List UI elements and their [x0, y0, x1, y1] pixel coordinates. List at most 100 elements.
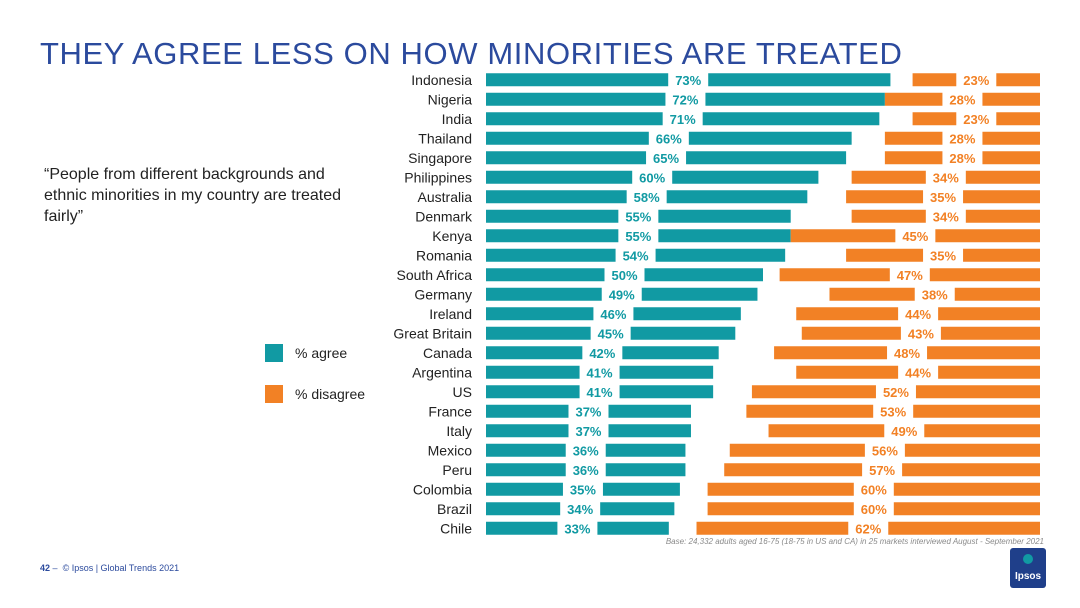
disagree-label-bg-denmark	[925, 208, 966, 225]
agree-value-chile: 33%	[564, 521, 590, 536]
agree-value-india: 71%	[670, 112, 696, 127]
agree-value-germany: 49%	[609, 287, 635, 302]
disagree-label-bg-brazil	[853, 500, 894, 517]
disagree-label-bg-ireland	[898, 305, 939, 322]
agree-value-kenya: 55%	[625, 229, 651, 244]
agree-label-bg-great-britain	[590, 325, 631, 342]
agree-value-philippines: 60%	[639, 170, 665, 185]
footer-dash: –	[52, 563, 58, 573]
disagree-value-germany: 38%	[922, 287, 948, 302]
category-label-chile: Chile	[440, 520, 472, 536]
category-label-brazil: Brazil	[437, 501, 472, 517]
legend-disagree-label: % disagree	[295, 386, 366, 402]
disagree-label-bg-singapore	[942, 149, 983, 166]
legend-agree: % agree	[265, 344, 347, 362]
disagree-value-us: 52%	[883, 385, 909, 400]
agree-label-bg-france	[568, 403, 609, 420]
category-label-south-africa: South Africa	[397, 267, 473, 283]
category-label-us: US	[453, 384, 472, 400]
category-label-france: France	[428, 403, 472, 419]
category-label-indonesia: Indonesia	[411, 72, 472, 88]
disagree-value-argentina: 44%	[905, 365, 931, 380]
category-label-australia: Australia	[418, 189, 473, 205]
disagree-value-philippines: 34%	[933, 170, 959, 185]
disagree-label-bg-chile	[848, 520, 889, 537]
disagree-value-france: 53%	[880, 404, 906, 419]
agree-value-denmark: 55%	[625, 209, 651, 224]
logo-text: Ipsos	[1014, 571, 1042, 582]
disagree-value-romania: 35%	[930, 248, 956, 263]
agree-label-bg-peru	[565, 461, 606, 478]
agree-label-bg-nigeria	[665, 91, 706, 108]
category-label-canada: Canada	[423, 345, 472, 361]
disagree-value-indonesia: 23%	[963, 73, 989, 88]
agree-value-south-africa: 50%	[611, 268, 637, 283]
category-label-denmark: Denmark	[415, 208, 473, 224]
disagree-label-bg-us	[875, 383, 916, 400]
agree-label-bg-italy	[568, 422, 609, 439]
category-label-romania: Romania	[416, 247, 472, 263]
disagree-label-bg-kenya	[895, 227, 936, 244]
agree-value-brazil: 34%	[567, 502, 593, 517]
disagree-label-bg-romania	[923, 247, 964, 264]
agree-label-bg-singapore	[646, 149, 687, 166]
category-label-italy: Italy	[446, 423, 472, 439]
agree-value-australia: 58%	[634, 190, 660, 205]
disagree-value-thailand: 28%	[949, 131, 975, 146]
disagree-label-bg-thailand	[942, 130, 983, 147]
agree-value-romania: 54%	[623, 248, 649, 263]
agree-value-great-britain: 45%	[598, 326, 624, 341]
category-label-singapore: Singapore	[408, 150, 472, 166]
disagree-value-ireland: 44%	[905, 307, 931, 322]
disagree-label-bg-south-africa	[889, 266, 930, 283]
category-label-argentina: Argentina	[412, 364, 472, 380]
disagree-label-bg-great-britain	[900, 325, 941, 342]
category-label-kenya: Kenya	[432, 228, 472, 244]
legend-disagree-swatch	[265, 385, 283, 403]
agree-label-bg-philippines	[632, 169, 673, 186]
agree-value-canada: 42%	[589, 346, 615, 361]
agree-label-bg-romania	[615, 247, 656, 264]
disagree-value-mexico: 56%	[872, 443, 898, 458]
agree-label-bg-india	[662, 110, 703, 127]
disagree-label-bg-peru	[862, 461, 903, 478]
agree-value-france: 37%	[575, 404, 601, 419]
footer-text: © Ipsos | Global Trends 2021	[62, 563, 180, 573]
disagree-label-bg-india	[956, 110, 997, 127]
disagree-label-bg-philippines	[925, 169, 966, 186]
disagree-value-singapore: 28%	[949, 151, 975, 166]
diverging-bar-chart: Indonesia 73% 23% Nigeria 72% 28% India 71% 23% T…	[393, 71, 1040, 537]
agree-label-bg-south-africa	[604, 266, 645, 283]
agree-value-thailand: 66%	[656, 131, 682, 146]
agree-label-bg-denmark	[618, 208, 659, 225]
agree-label-bg-indonesia	[668, 71, 709, 88]
disagree-label-bg-indonesia	[956, 71, 997, 88]
disagree-value-colombia: 60%	[861, 482, 887, 497]
agree-label-bg-brazil	[560, 500, 601, 517]
category-label-germany: Germany	[414, 286, 472, 302]
agree-value-ireland: 46%	[600, 307, 626, 322]
disagree-label-bg-italy	[884, 422, 925, 439]
page-title: THEY AGREE LESS ON HOW MINORITIES ARE TR…	[40, 36, 903, 71]
disagree-value-canada: 48%	[894, 346, 920, 361]
disagree-label-bg-argentina	[898, 364, 939, 381]
disagree-label-bg-mexico	[864, 442, 905, 459]
agree-label-bg-colombia	[562, 481, 603, 498]
agree-value-colombia: 35%	[570, 482, 596, 497]
disagree-label-bg-australia	[923, 188, 964, 205]
ipsos-logo: Ipsos	[1010, 548, 1046, 588]
disagree-value-denmark: 34%	[933, 209, 959, 224]
agree-label-bg-canada	[582, 344, 623, 361]
category-label-mexico: Mexico	[428, 442, 473, 458]
agree-label-bg-thailand	[648, 130, 689, 147]
agree-label-bg-australia	[626, 188, 667, 205]
agree-value-peru: 36%	[573, 463, 599, 478]
agree-label-bg-argentina	[579, 364, 620, 381]
footer: 42 – © Ipsos | Global Trends 2021	[40, 563, 179, 573]
category-label-thailand: Thailand	[418, 130, 472, 146]
category-label-great-britain: Great Britain	[393, 325, 472, 341]
category-label-nigeria: Nigeria	[428, 91, 473, 107]
disagree-value-kenya: 45%	[902, 229, 928, 244]
disagree-label-bg-colombia	[853, 481, 894, 498]
disagree-value-italy: 49%	[891, 424, 917, 439]
